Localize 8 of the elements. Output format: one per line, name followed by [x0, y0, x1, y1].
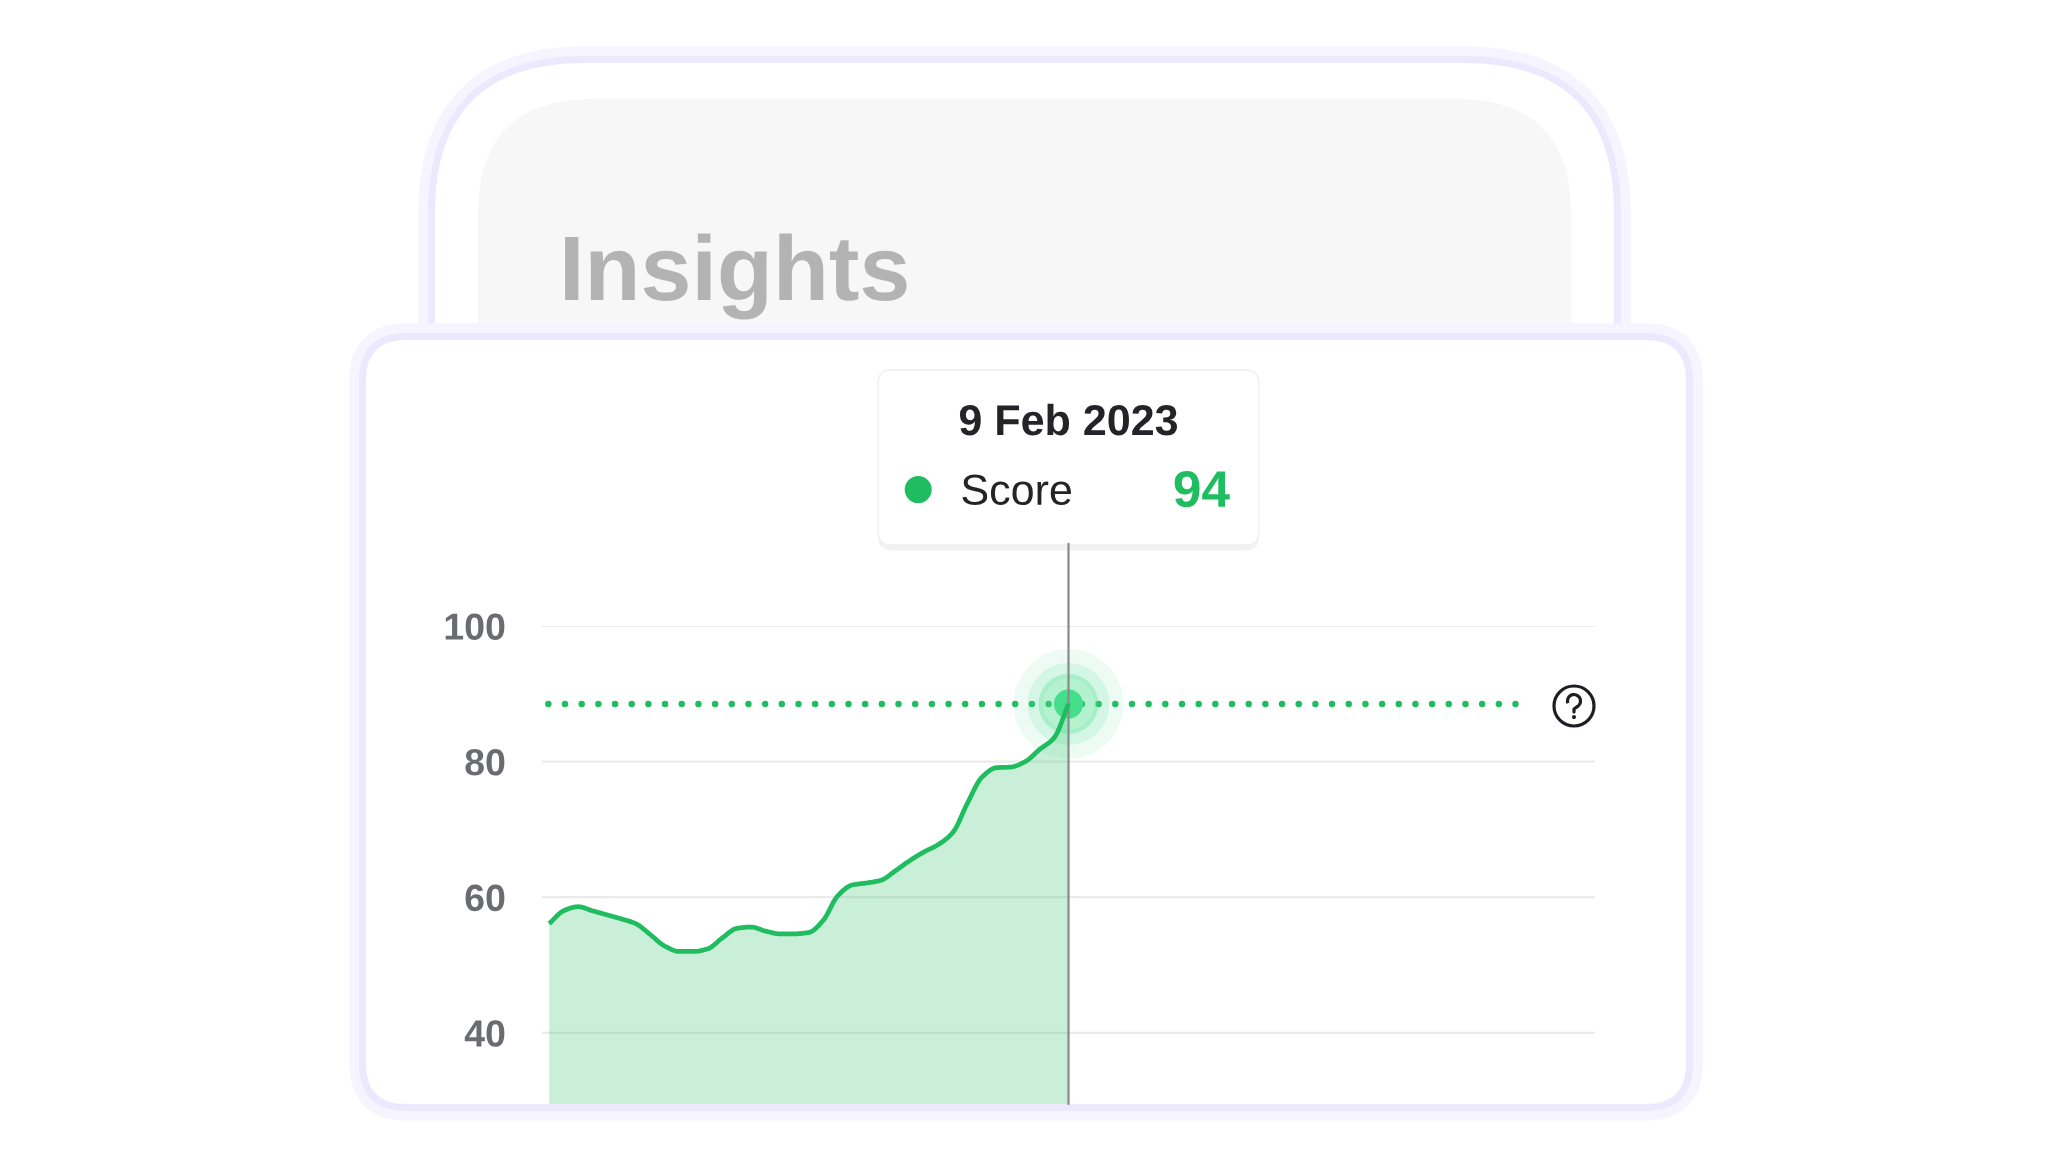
text: 9 Feb 2023	[959, 403, 1178, 436]
y-tick-label: 80	[465, 749, 505, 776]
chart-title: Insights	[565, 233, 907, 320]
legend-label: Score	[962, 474, 1071, 506]
y-tick-label: 100	[445, 613, 505, 640]
y-tick-label: 40	[464, 1020, 505, 1047]
text: 94	[1174, 470, 1230, 508]
y-tick-label: 60	[465, 884, 505, 912]
